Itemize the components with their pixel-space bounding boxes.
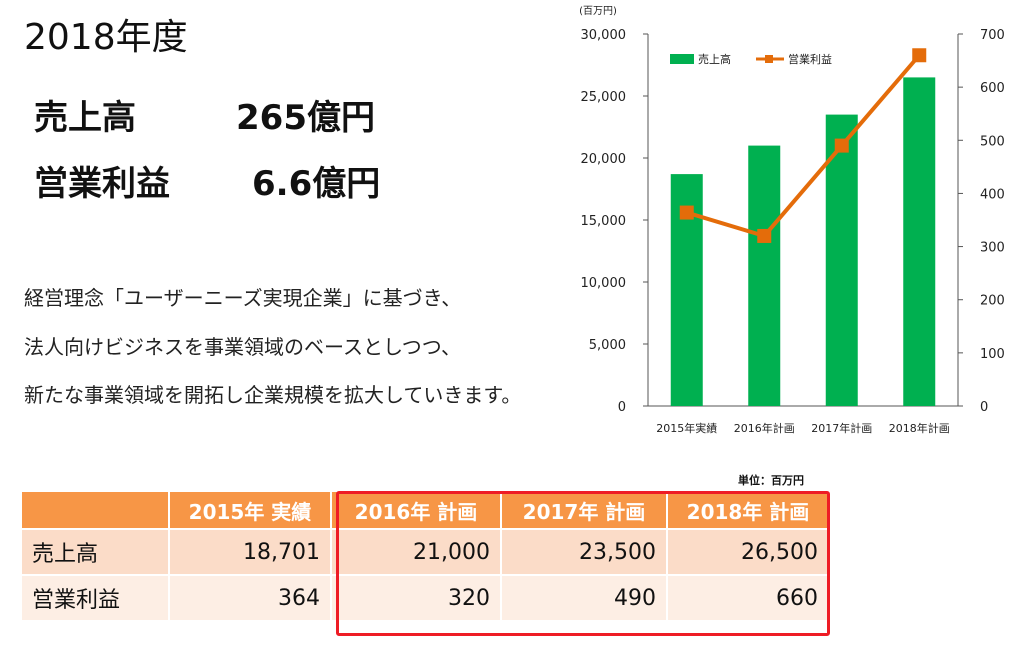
sales-label: 売上高: [34, 98, 136, 138]
right-tick-label: 300: [980, 241, 1005, 256]
table-cell: 23,500: [501, 529, 668, 576]
table-header-cell: [22, 492, 170, 530]
table-row: 営業利益 364 320 490 660: [22, 575, 830, 622]
row-label: 売上高: [22, 529, 170, 576]
legend-profit-marker: [765, 55, 773, 63]
legend-sales-swatch: [670, 54, 694, 64]
profit-marker: [679, 205, 694, 220]
description-line: 新たな事業領域を開拓し企業規模を拡大していきます。: [24, 383, 522, 407]
table-header-row: 2015年 実績 2016年 計画 2017年 計画 2018年 計画: [22, 492, 830, 530]
profit-marker: [757, 228, 772, 243]
left-tick-label: 30,000: [581, 28, 627, 43]
x-tick-label: 2018年計画: [889, 421, 950, 435]
table-header-cell: 2016年 計画: [331, 492, 502, 530]
left-tick-label: 5,000: [589, 338, 626, 353]
x-tick-label: 2016年計画: [734, 421, 795, 435]
legend-profit-label: 営業利益: [788, 52, 832, 66]
table-cell: 320: [331, 575, 502, 622]
left-axis-unit: (百万円): [579, 5, 617, 17]
table-header-cell: 2015年 実績: [169, 492, 332, 530]
table-unit: 単位：百万円: [738, 474, 804, 487]
profit-label: 営業利益: [34, 164, 170, 204]
profit-marker: [912, 48, 927, 63]
year-title: 2018年度: [24, 17, 188, 58]
profit-marker: [834, 138, 849, 153]
table-header-cell: 2018年 計画: [667, 492, 830, 530]
table-row: 売上高 18,701 21,000 23,500 26,500: [22, 529, 830, 576]
right-tick-label: 0: [980, 400, 988, 415]
sales-bar: [903, 77, 936, 407]
left-tick-label: 20,000: [581, 152, 627, 167]
table-cell: 660: [667, 575, 830, 622]
table-cell: 21,000: [331, 529, 502, 576]
table-cell: 18,701: [169, 529, 332, 576]
left-tick-label: 15,000: [581, 214, 627, 229]
left-tick-label: 25,000: [581, 90, 627, 105]
row-label: 営業利益: [22, 575, 170, 622]
results-table: 2015年 実績 2016年 計画 2017年 計画 2018年 計画 売上高 …: [22, 492, 830, 622]
right-tick-label: 400: [980, 187, 1005, 202]
sales-value: 265億円: [236, 98, 375, 138]
left-tick-label: 10,000: [581, 276, 627, 291]
left-tick-label: 0: [618, 400, 626, 415]
table-cell: 26,500: [667, 529, 830, 576]
table-cell: 490: [501, 575, 668, 622]
profit-value: 6.6億円: [252, 164, 381, 204]
right-tick-label: 100: [980, 347, 1005, 362]
sales-profit-chart: 0 5,000 10,000 15,000 20,000 25,000 30,000 0 100…: [579, 5, 1005, 435]
sales-bar: [825, 114, 858, 406]
right-tick-label: 700: [980, 28, 1005, 43]
description-line: 経営理念「ユーザーニーズ実現企業」に基づき、: [24, 286, 462, 310]
x-tick-label: 2015年実績: [656, 421, 717, 435]
right-tick-label: 500: [980, 134, 1005, 149]
table-cell: 364: [169, 575, 332, 622]
description-line: 法人向けビジネスを事業領域のベースとしつつ、: [24, 335, 461, 359]
table-header-cell: 2017年 計画: [501, 492, 668, 530]
sales-bar: [748, 145, 781, 406]
right-tick-label: 600: [980, 81, 1005, 96]
profit-line: [686, 53, 921, 239]
legend-sales-label: 売上高: [698, 52, 731, 66]
x-tick-label: 2017年計画: [811, 421, 872, 435]
right-tick-label: 200: [980, 294, 1005, 309]
